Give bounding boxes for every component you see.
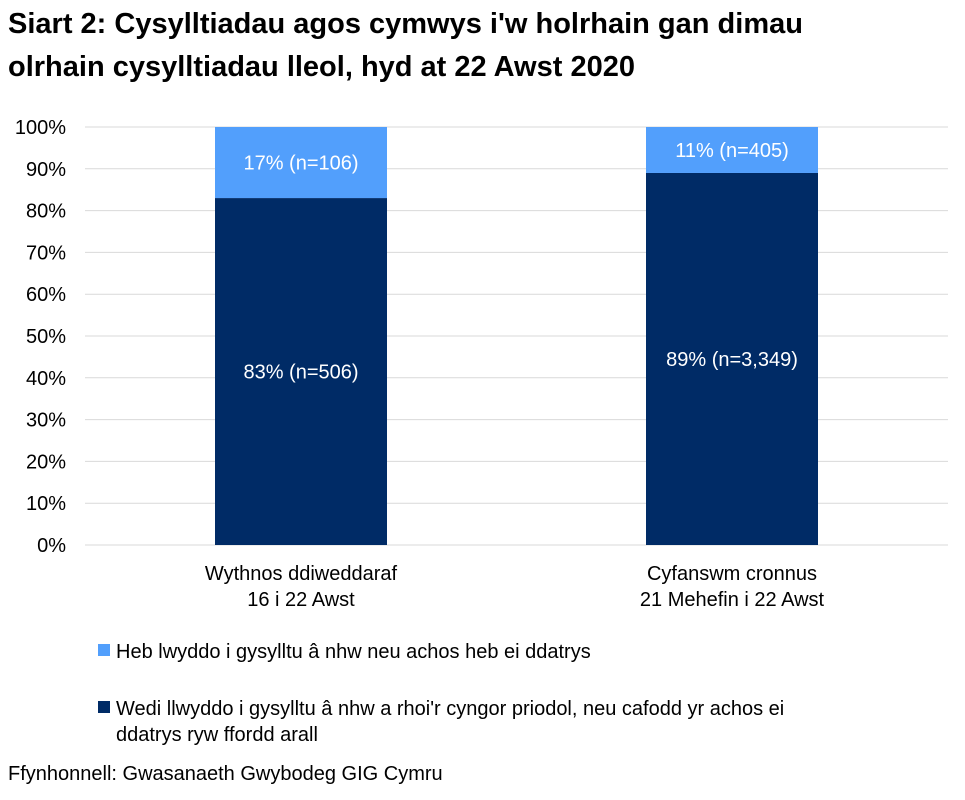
data-label: 17% (n=106) [243, 153, 358, 175]
source-note: Ffynhonnell: Gwasanaeth Gwybodeg GIG Cym… [8, 763, 443, 785]
x-category-label: 16 i 22 Awst [247, 589, 355, 611]
y-tick-label: 20% [26, 451, 66, 473]
y-tick-label: 70% [26, 242, 66, 264]
y-tick-label: 10% [26, 493, 66, 515]
legend-swatch [98, 701, 110, 713]
y-tick-label: 0% [37, 535, 66, 557]
x-category-label: Cyfanswm cronnus [647, 563, 817, 585]
y-tick-label: 40% [26, 368, 66, 390]
data-label: 83% (n=506) [243, 362, 358, 384]
bar-segment [646, 172, 818, 546]
x-category-label: Wythnos ddiweddaraf [205, 563, 398, 585]
chart-title-line: Siart 2: Cysylltiadau agos cymwys i'w ho… [8, 8, 803, 40]
y-tick-label: 90% [26, 159, 66, 181]
legend-label: ddatrys ryw ffordd arall [116, 724, 318, 746]
legend-swatch [98, 644, 110, 656]
y-tick-label: 80% [26, 201, 66, 223]
chart-title-line: olrhain cysylltiadau lleol, hyd at 22 Aw… [8, 51, 635, 83]
x-category-label: 21 Mehefin i 22 Awst [640, 589, 825, 611]
y-tick-label: 60% [26, 284, 66, 306]
y-tick-label: 30% [26, 410, 66, 432]
y-tick-label: 50% [26, 326, 66, 348]
data-label: 89% (n=3,349) [666, 349, 798, 371]
legend-label: Heb lwyddo i gysylltu â nhw neu achos he… [116, 641, 591, 663]
data-label: 11% (n=405) [675, 140, 789, 162]
legend-label: Wedi llwyddo i gysylltu â nhw a rhoi'r c… [116, 698, 784, 720]
bar-segment [215, 198, 387, 545]
y-tick-label: 100% [15, 117, 66, 139]
bar-segment [646, 127, 818, 173]
bar-segment [215, 127, 387, 199]
